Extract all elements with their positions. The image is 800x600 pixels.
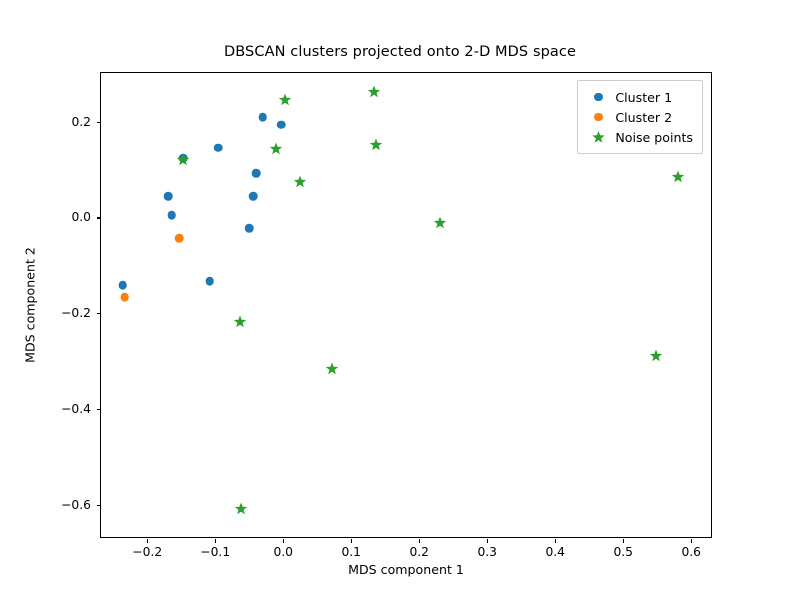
data-point bbox=[368, 85, 381, 99]
x-tick-mark bbox=[487, 539, 489, 543]
data-point bbox=[174, 233, 184, 243]
y-tick-label: −0.2 bbox=[61, 306, 91, 321]
y-tick-mark bbox=[97, 217, 101, 219]
chart-title: DBSCAN clusters projected onto 2-D MDS s… bbox=[224, 44, 576, 60]
data-point bbox=[167, 210, 177, 220]
data-point bbox=[118, 281, 128, 290]
data-point bbox=[233, 315, 246, 329]
x-tick-label: −0.2 bbox=[132, 545, 163, 559]
x-axis-label: MDS component 1 bbox=[348, 562, 464, 577]
data-point bbox=[176, 153, 189, 167]
y-tick-label: 0.2 bbox=[71, 114, 91, 129]
x-tick-label: 0.2 bbox=[409, 545, 430, 559]
circle-marker-icon bbox=[585, 112, 611, 122]
plot-axes: −0.2 −0.1 0.0 0.1 0.2 0.3 0.4 0.5 0.6 0.2 0.0 −0.2 −… bbox=[61, 72, 713, 559]
scatter-points-layer bbox=[101, 73, 713, 539]
x-tick-label: 0.5 bbox=[613, 545, 634, 559]
data-point bbox=[276, 120, 286, 129]
x-tick-label: 0.4 bbox=[545, 545, 566, 559]
y-tick-label: −0.4 bbox=[61, 401, 91, 416]
data-point bbox=[213, 143, 223, 152]
x-tick-mark bbox=[283, 539, 285, 543]
data-point bbox=[249, 192, 258, 201]
y-tick-mark bbox=[97, 504, 101, 506]
data-point bbox=[258, 112, 268, 122]
x-tick-mark bbox=[691, 539, 693, 543]
legend-row: Cluster 2 bbox=[585, 107, 693, 127]
y-tick-mark bbox=[97, 313, 101, 315]
legend-label: Cluster 2 bbox=[615, 109, 673, 125]
y-tick-label: 0.0 bbox=[71, 210, 91, 225]
data-point bbox=[649, 349, 663, 362]
data-point bbox=[434, 216, 447, 229]
y-tick-mark bbox=[97, 408, 101, 410]
data-point bbox=[120, 292, 130, 302]
data-point bbox=[205, 276, 215, 286]
star-marker-icon bbox=[585, 130, 611, 144]
y-tick-mark bbox=[97, 121, 101, 123]
data-point bbox=[293, 175, 306, 189]
x-tick-mark bbox=[351, 539, 353, 543]
y-axis-label: MDS component 2 bbox=[22, 247, 38, 363]
data-point bbox=[244, 224, 254, 233]
legend-row: Noise points bbox=[585, 127, 693, 147]
data-point bbox=[234, 502, 248, 516]
legend-label: Noise points bbox=[615, 129, 693, 145]
x-tick-label: −0.1 bbox=[200, 545, 231, 559]
x-tick-mark bbox=[215, 539, 217, 543]
y-tick-label: −0.6 bbox=[61, 497, 91, 512]
legend-label: Cluster 1 bbox=[615, 89, 673, 105]
data-point bbox=[164, 191, 173, 201]
legend-row: Cluster 1 bbox=[585, 87, 693, 107]
chart-legend: Cluster 1 Cluster 2 Noise points bbox=[577, 80, 703, 154]
data-point bbox=[369, 138, 382, 152]
x-tick-mark bbox=[419, 539, 421, 543]
x-tick-label: 0.0 bbox=[273, 545, 294, 559]
data-point bbox=[270, 142, 283, 156]
x-tick-mark bbox=[147, 539, 149, 543]
x-tick-label: 0.1 bbox=[341, 545, 362, 559]
data-point bbox=[279, 93, 292, 106]
data-point bbox=[671, 170, 684, 183]
x-tick-mark bbox=[555, 539, 557, 543]
x-tick-mark bbox=[623, 539, 625, 543]
x-tick-label: 0.3 bbox=[477, 545, 498, 559]
data-point bbox=[325, 362, 338, 376]
circle-marker-icon bbox=[585, 92, 611, 102]
data-point bbox=[251, 168, 261, 178]
x-tick-label: 0.6 bbox=[681, 545, 702, 559]
